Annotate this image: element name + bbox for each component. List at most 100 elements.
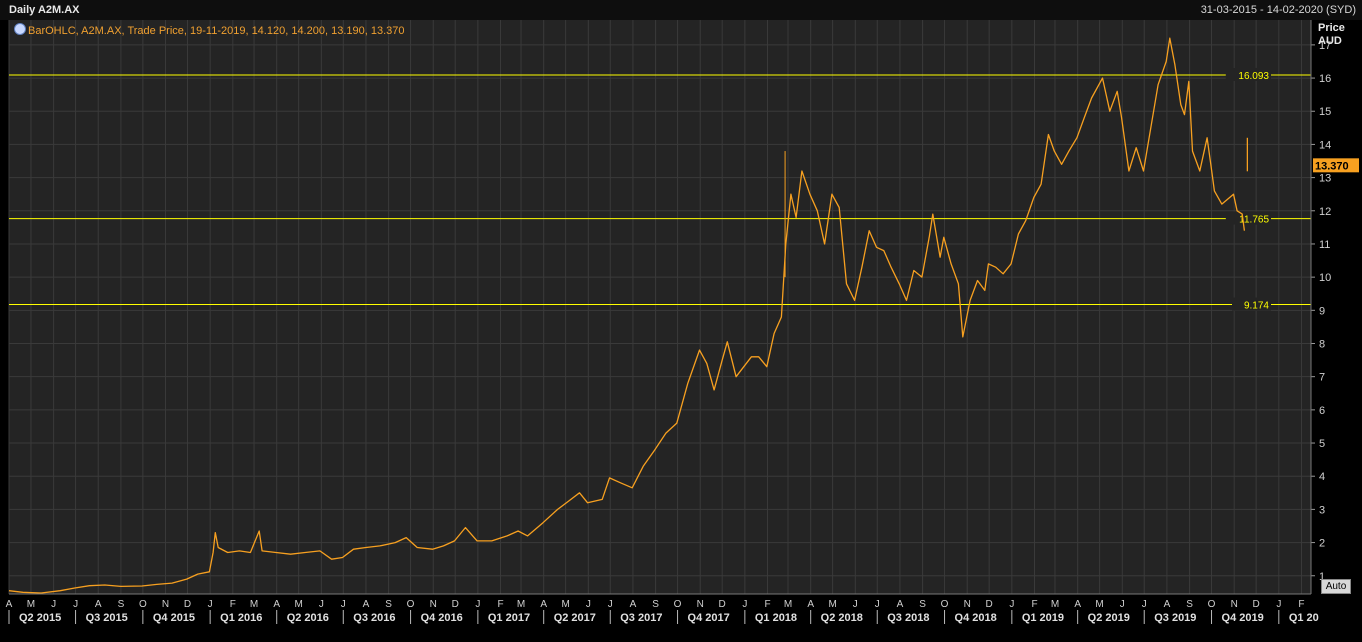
- x-month-label: N: [964, 599, 971, 610]
- x-month-label: S: [118, 599, 125, 610]
- quarter-label: Q2 2016: [287, 612, 329, 624]
- x-month-label: J: [208, 599, 213, 610]
- x-month-label: A: [807, 599, 814, 610]
- quarter-label: Q3 2015: [86, 612, 128, 624]
- y-tick-label: 11: [1319, 239, 1330, 251]
- y-tick-label: 15: [1319, 106, 1331, 118]
- hline-label: 9.174: [1244, 301, 1269, 312]
- x-month-label: J: [608, 599, 613, 610]
- y-tick-label: 6: [1319, 405, 1325, 417]
- x-month-label: J: [73, 599, 78, 610]
- quarter-label: Q1 2019: [1022, 612, 1064, 624]
- legend-text: BarOHLC, A2M.AX, Trade Price, 19-11-2019…: [28, 25, 405, 37]
- x-month-label: O: [674, 599, 682, 610]
- quarter-label: Q2 2019: [1088, 612, 1130, 624]
- quarter-label: Q1 2016: [220, 612, 262, 624]
- x-month-label: N: [162, 599, 169, 610]
- quarter-label: Q3 2016: [353, 612, 395, 624]
- x-month-label: A: [6, 599, 13, 610]
- x-month-label: D: [452, 599, 459, 610]
- x-month-label: A: [95, 599, 102, 610]
- x-month-label: J: [1142, 599, 1147, 610]
- x-month-label: A: [363, 599, 370, 610]
- hline-label-bg: [1232, 297, 1271, 311]
- quarter-label: Q4 2019: [1222, 612, 1264, 624]
- date-range: 31-03-2015 - 14-02-2020 (SYD): [1200, 4, 1356, 16]
- chart-title: Daily A2M.AX: [9, 4, 80, 16]
- x-month-label: J: [742, 599, 747, 610]
- x-month-label: A: [1074, 599, 1081, 610]
- y-tick-label: 8: [1319, 338, 1325, 350]
- quarter-label: Q2 2015: [19, 612, 61, 624]
- last-price-label: 13.370: [1315, 160, 1349, 172]
- hline-label: 11.765: [1239, 215, 1269, 226]
- x-month-label: A: [1164, 599, 1171, 610]
- x-month-label: J: [319, 599, 324, 610]
- x-month-label: N: [430, 599, 437, 610]
- x-month-label: J: [853, 599, 858, 610]
- quarter-label: Q1 20: [1289, 612, 1319, 624]
- quarter-label: Q1 2018: [755, 612, 797, 624]
- plot-area: [9, 20, 1311, 594]
- x-month-label: D: [1253, 599, 1260, 610]
- x-month-label: D: [986, 599, 993, 610]
- x-month-label: M: [294, 599, 302, 610]
- price-series: [8, 37, 1249, 594]
- x-month-label: M: [1095, 599, 1103, 610]
- y-tick-label: 2: [1319, 538, 1325, 550]
- x-month-label: J: [1120, 599, 1125, 610]
- y-tick-label: 3: [1319, 504, 1325, 516]
- x-month-label: D: [184, 599, 191, 610]
- last-price-tag: [1313, 158, 1359, 173]
- x-month-label: F: [230, 599, 236, 610]
- x-month-label: O: [941, 599, 949, 610]
- quarter-label: Q4 2016: [421, 612, 463, 624]
- x-month-label: S: [919, 599, 926, 610]
- x-month-label: N: [697, 599, 704, 610]
- x-month-label: M: [517, 599, 525, 610]
- auto-scale-button[interactable]: Auto: [1321, 579, 1351, 594]
- x-month-label: M: [27, 599, 35, 610]
- clock-icon[interactable]: [14, 23, 26, 35]
- hline-label-bg: [1225, 67, 1271, 81]
- x-month-label: M: [250, 599, 258, 610]
- x-month-label: J: [586, 599, 591, 610]
- y-tick-label: 7: [1319, 372, 1325, 384]
- quarter-label: Q3 2019: [1154, 612, 1196, 624]
- quarter-label: Q1 2017: [488, 612, 530, 624]
- x-month-label: J: [51, 599, 56, 610]
- x-month-label: J: [475, 599, 480, 610]
- y-tick-label: 12: [1319, 206, 1331, 218]
- x-month-label: M: [1051, 599, 1059, 610]
- x-month-label: D: [719, 599, 726, 610]
- x-month-label: J: [1276, 599, 1281, 610]
- y-tick-label: 4: [1319, 471, 1325, 483]
- unit-currency-label: AUD: [1318, 35, 1342, 47]
- y-tick-label: 14: [1319, 139, 1331, 151]
- y-tick-label: 1: [1319, 571, 1325, 583]
- y-axis-unit: Price AUD: [1318, 22, 1345, 48]
- hline-label: 16.093: [1238, 71, 1269, 82]
- x-month-label: M: [784, 599, 792, 610]
- series-legend: BarOHLC, A2M.AX, Trade Price, 19-11-2019…: [14, 23, 404, 37]
- grid: [8, 20, 1311, 594]
- x-month-label: S: [385, 599, 392, 610]
- x-month-label: F: [1031, 599, 1037, 610]
- x-month-label: O: [139, 599, 147, 610]
- x-month-label: M: [561, 599, 569, 610]
- quarter-label: Q3 2017: [620, 612, 662, 624]
- x-month-label: S: [652, 599, 659, 610]
- hline-label-bg: [1225, 211, 1271, 225]
- x-month-label: S: [1186, 599, 1193, 610]
- quarter-label: Q4 2015: [153, 612, 195, 624]
- x-month-label: A: [897, 599, 904, 610]
- y-tick-label: 5: [1319, 438, 1325, 450]
- quarter-label: Q2 2018: [821, 612, 863, 624]
- x-month-label: F: [497, 599, 503, 610]
- x-month-label: O: [407, 599, 415, 610]
- x-month-label: M: [828, 599, 836, 610]
